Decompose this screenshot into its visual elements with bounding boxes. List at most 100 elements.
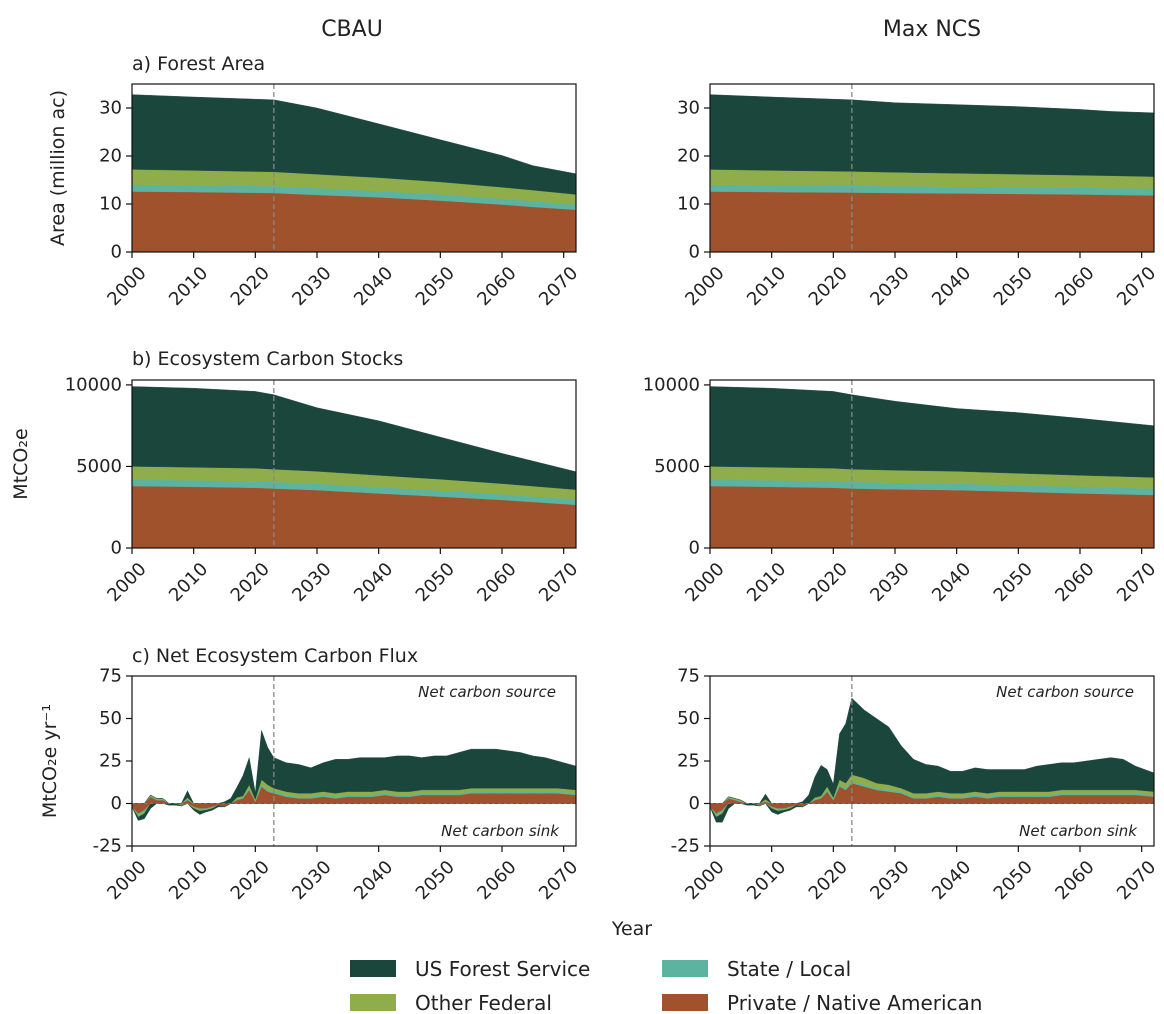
x-tick-label: 2050: [412, 263, 459, 310]
annotation-net-carbon-sink: Net carbon sink: [441, 822, 560, 840]
x-tick-label: 2040: [350, 857, 397, 904]
x-tick-label: 2040: [928, 857, 975, 904]
x-tick-label: 2040: [350, 263, 397, 310]
y-tick-label: 10: [677, 194, 700, 215]
legend-swatch-other_federal: [350, 994, 396, 1011]
x-tick-label: 2020: [805, 263, 852, 310]
x-tick-label: 2060: [473, 263, 520, 310]
area-us_forest_service: [709, 94, 1155, 177]
y-tick-label: 20: [677, 146, 700, 167]
x-tick-label: 2030: [288, 857, 335, 904]
y-tick-label: 0: [689, 242, 700, 263]
x-tick-label: 2000: [681, 263, 728, 310]
y-tick-label: 25: [677, 751, 700, 772]
x-tick-label: 2050: [990, 559, 1037, 606]
y-axis-label: Area (million ac): [47, 90, 69, 246]
y-tick-label: 30: [99, 98, 122, 119]
y-tick-label: 25: [99, 751, 122, 772]
x-tick-label: 2050: [990, 857, 1037, 904]
column-title-cbau: CBAU: [321, 17, 383, 42]
x-tick-label: 2000: [103, 263, 150, 310]
y-axis-label: MtCO₂e: [10, 428, 32, 499]
column-title-maxncs: Max NCS: [883, 17, 981, 42]
x-tick-label: 2030: [866, 559, 913, 606]
x-tick-label: 2060: [473, 559, 520, 606]
x-tick-label: 2070: [1113, 263, 1160, 310]
y-tick-label: 50: [99, 708, 122, 729]
panel-title: a) Forest Area: [132, 53, 265, 75]
x-tick-label: 2070: [1113, 559, 1160, 606]
area-us_forest_service: [709, 386, 1155, 478]
y-tick-label: 20: [99, 146, 122, 167]
y-tick-label: 10000: [643, 374, 700, 395]
x-tick-label: 2030: [866, 857, 913, 904]
area-private_native_american: [709, 485, 1155, 549]
y-tick-label: 5000: [654, 456, 700, 477]
annotation-net-carbon-source: Net carbon source: [996, 683, 1134, 701]
panel-stocks-maxncs: 2000 2010 2020 2030 2040 2050 2060 2070 0 5000 100…: [643, 374, 1161, 606]
y-tick-label: 0: [689, 538, 700, 559]
x-tick-label: 2010: [743, 263, 790, 310]
y-tick-label: 0: [111, 793, 122, 814]
x-tick-label: 2050: [412, 559, 459, 606]
x-axis-label: Year: [611, 918, 652, 940]
axes-frame: [131, 83, 577, 253]
legend-swatch-state_local: [662, 960, 708, 977]
x-tick-label: 2050: [412, 857, 459, 904]
annotation-net-carbon-sink: Net carbon sink: [1019, 822, 1138, 840]
y-tick-label: 5000: [76, 456, 122, 477]
y-tick-label: 75: [677, 666, 700, 687]
x-tick-label: 2010: [743, 559, 790, 606]
legend-label-us_forest_service: US Forest Service: [415, 957, 590, 981]
x-tick-label: 2010: [165, 559, 212, 606]
y-tick-label: 30: [677, 98, 700, 119]
panel-grid: 2000 2010 2020 2030 2040 2050 2060 20700102030a…: [10, 53, 1160, 904]
x-tick-label: 2000: [103, 559, 150, 606]
x-tick-label: 2040: [928, 559, 975, 606]
x-tick-label: 2040: [350, 559, 397, 606]
panel-flux-cbau: 2000 2010 2020 2030 2040 2050 2060 2070 -25 0 25 50…: [39, 645, 582, 904]
panel-stocks-cbau: 2000 2010 2020 2030 2040 2050 2060 2070 0 5000 100…: [10, 348, 582, 606]
y-tick-label: 50: [677, 708, 700, 729]
x-tick-label: 2000: [681, 857, 728, 904]
annotation-net-carbon-source: Net carbon source: [418, 683, 556, 701]
x-tick-label: 2060: [473, 857, 520, 904]
x-tick-label: 2060: [1051, 857, 1098, 904]
x-tick-label: 2060: [1051, 559, 1098, 606]
x-tick-label: 2010: [743, 857, 790, 904]
x-tick-label: 2030: [288, 263, 335, 310]
panel-flux-maxncs: 2000 2010 2020 2030 2040 2050 2060 2070 -25 0 25 50…: [671, 666, 1161, 904]
y-tick-label: 10: [99, 194, 122, 215]
x-tick-label: 2020: [227, 263, 274, 310]
x-tick-label: 2020: [227, 559, 274, 606]
area-private_native_american: [709, 191, 1155, 253]
y-axis-label: MtCO₂e yr⁻¹: [39, 704, 61, 818]
legend-label-private_native_american: Private / Native American: [727, 991, 982, 1014]
x-tick-label: 2010: [165, 263, 212, 310]
x-tick-label: 2010: [165, 857, 212, 904]
area-us_forest_service-negative: [709, 803, 1154, 823]
x-tick-label: 2020: [805, 857, 852, 904]
panel-title: c) Net Ecosystem Carbon Flux: [132, 645, 418, 667]
y-tick-label: 0: [111, 242, 122, 263]
panel-area-cbau: 2000 2010 2020 2030 2040 2050 2060 20700102030a…: [47, 53, 582, 310]
x-tick-label: 2040: [928, 263, 975, 310]
axes-frame: [709, 83, 1155, 253]
axes-frame: [131, 379, 577, 549]
legend-label-other_federal: Other Federal: [415, 991, 552, 1014]
x-tick-label: 2070: [535, 263, 582, 310]
legend-label-state_local: State / Local: [727, 957, 851, 981]
x-tick-label: 2070: [535, 857, 582, 904]
legend-swatch-us_forest_service: [350, 960, 396, 977]
y-tick-label: 0: [111, 538, 122, 559]
x-tick-label: 2020: [227, 857, 274, 904]
x-tick-label: 2030: [866, 263, 913, 310]
x-tick-label: 2070: [535, 559, 582, 606]
y-tick-label: 0: [689, 793, 700, 814]
area-us_forest_service-negative: [131, 803, 576, 821]
area-us_forest_service: [710, 697, 1155, 804]
panel-title: b) Ecosystem Carbon Stocks: [132, 348, 403, 370]
legend-swatch-private_native_american: [662, 994, 708, 1011]
